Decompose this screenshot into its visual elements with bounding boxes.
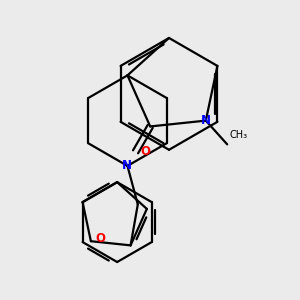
Text: N: N [122,159,131,172]
Text: O: O [140,145,150,158]
Text: CH₃: CH₃ [230,130,248,140]
Text: O: O [95,232,106,245]
Text: N: N [201,114,211,127]
